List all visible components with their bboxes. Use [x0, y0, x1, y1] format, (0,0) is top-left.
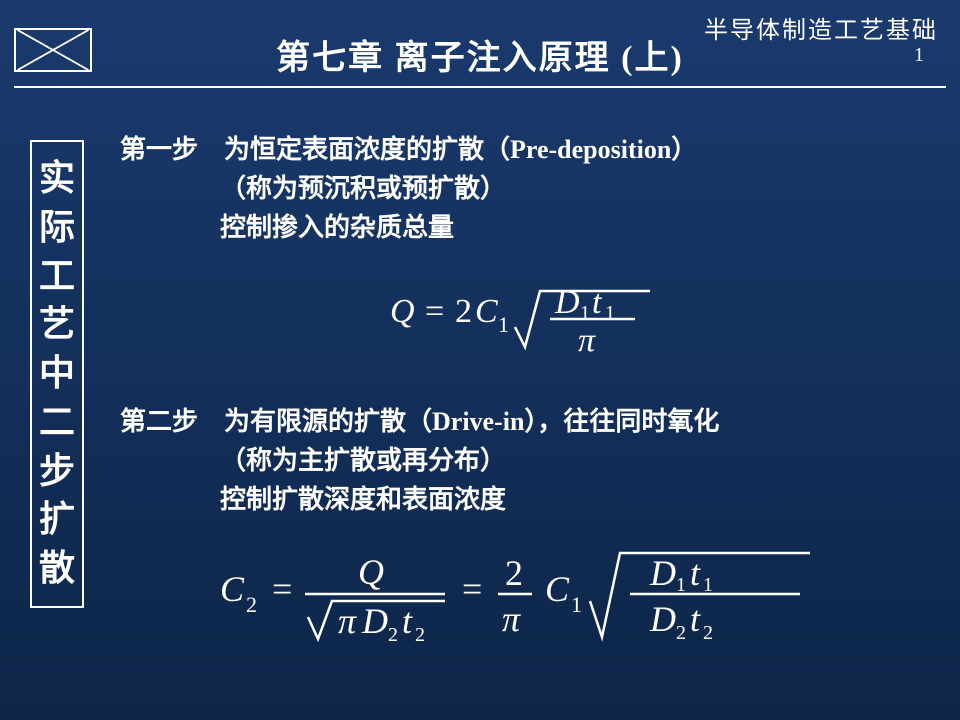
sidebar-char: 工 [39, 257, 75, 297]
svg-text:2: 2 [455, 293, 472, 330]
svg-text:1: 1 [676, 574, 686, 596]
svg-text:D: D [649, 599, 676, 639]
svg-text:1: 1 [580, 302, 590, 324]
svg-text:t: t [690, 599, 701, 639]
step-1: 第一步 为恒定表面浓度的扩散（Pre-deposition） （称为预沉积或预扩… [120, 130, 920, 247]
sidebar-label: 实际工艺中二步扩散 [30, 140, 84, 608]
svg-text:Q: Q [358, 552, 384, 592]
step-2-title: 第二步 为有限源的扩散（Drive-in），往往同时氧化 [120, 402, 920, 441]
sidebar-char: 扩 [39, 500, 75, 540]
step-2-line-1: （称为主扩散或再分布） [220, 441, 920, 480]
sidebar-char: 中 [39, 354, 75, 394]
sidebar-char: 步 [39, 452, 75, 492]
svg-text:2: 2 [246, 592, 257, 617]
sidebar-char: 艺 [39, 305, 75, 345]
svg-text:=: = [425, 293, 444, 330]
svg-text:1: 1 [498, 312, 509, 337]
step-1-title: 第一步 为恒定表面浓度的扩散（Pre-deposition） [120, 130, 920, 169]
step-2-line-2: 控制扩散深度和表面浓度 [220, 480, 920, 519]
svg-text:D: D [554, 284, 580, 321]
svg-text:1: 1 [605, 302, 615, 324]
svg-text:C: C [220, 569, 245, 609]
svg-text:D: D [649, 553, 676, 593]
svg-text:C: C [475, 293, 498, 330]
sidebar-char: 散 [39, 549, 75, 589]
svg-text:t: t [592, 284, 603, 321]
svg-text:=: = [462, 569, 482, 609]
svg-text:D: D [361, 601, 388, 641]
svg-text:1: 1 [571, 592, 582, 617]
step-1-line-1: （称为预沉积或预扩散） [220, 169, 920, 208]
svg-text:2: 2 [415, 624, 425, 646]
svg-text:Q: Q [390, 293, 415, 330]
svg-text:=: = [272, 569, 292, 609]
divider [14, 86, 946, 88]
step-1-line-2: 控制掺入的杂质总量 [220, 208, 920, 247]
svg-text:t: t [690, 553, 701, 593]
svg-text:2: 2 [703, 622, 713, 644]
svg-text:t: t [402, 601, 413, 641]
svg-text:2: 2 [388, 624, 398, 646]
formula-2: C 2 = Q π D 2 t 2 = 2 π C 1 [120, 539, 920, 654]
svg-text:2: 2 [676, 622, 686, 644]
sidebar-char: 二 [39, 403, 75, 443]
formula-1: Q = 2 C 1 D 1 t 1 π [120, 267, 920, 372]
sidebar-char: 实 [39, 159, 75, 199]
svg-text:π: π [578, 322, 596, 359]
page-title: 第七章 离子注入原理 (上) [0, 30, 960, 79]
svg-text:1: 1 [703, 574, 713, 596]
svg-text:π: π [338, 601, 357, 641]
svg-text:2: 2 [505, 553, 523, 593]
content: 第一步 为恒定表面浓度的扩散（Pre-deposition） （称为预沉积或预扩… [120, 130, 920, 684]
svg-text:π: π [502, 599, 521, 639]
step-2: 第二步 为有限源的扩散（Drive-in），往往同时氧化 （称为主扩散或再分布）… [120, 402, 920, 519]
svg-text:C: C [545, 569, 570, 609]
sidebar-char: 际 [39, 208, 75, 248]
